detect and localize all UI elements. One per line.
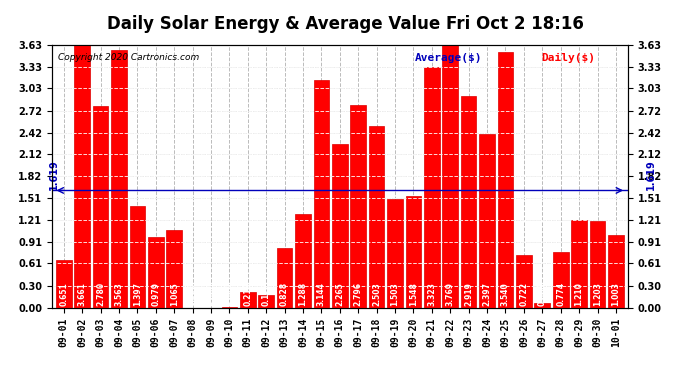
Text: 1.397: 1.397 [133,282,142,306]
Bar [516,255,532,308]
Bar [130,207,145,308]
Bar [424,67,440,308]
Text: Daily Solar Energy & Average Value Fri Oct 2 18:16: Daily Solar Energy & Average Value Fri O… [106,15,584,33]
Bar [277,248,293,308]
Text: 1.619: 1.619 [646,160,656,190]
Text: 1.503: 1.503 [391,283,400,306]
Bar [406,195,422,308]
Text: 3.661: 3.661 [77,282,87,306]
Text: 2.919: 2.919 [464,282,473,306]
Text: 0.000: 0.000 [188,282,197,306]
Text: 3.563: 3.563 [115,283,124,306]
Bar [75,43,90,308]
Text: 0.216: 0.216 [244,282,253,306]
Bar [240,292,255,308]
Text: 2.265: 2.265 [335,283,344,306]
Text: 1.065: 1.065 [170,283,179,306]
Text: Average($): Average($) [415,53,482,63]
Text: 0.979: 0.979 [151,282,160,306]
Text: 1.619: 1.619 [49,160,59,190]
Text: 0.774: 0.774 [556,282,565,306]
Bar [553,252,569,308]
Text: 2.397: 2.397 [482,282,491,306]
Text: 1.203: 1.203 [593,282,602,306]
Bar [497,51,513,308]
Text: 3.323: 3.323 [427,282,436,306]
Text: Copyright 2020 Cartronics.com: Copyright 2020 Cartronics.com [57,53,199,62]
Text: 2.796: 2.796 [354,282,363,306]
Bar [221,307,237,308]
Bar [442,35,458,308]
Bar [571,220,587,308]
Bar [608,235,624,308]
Text: 0.828: 0.828 [280,282,289,306]
Bar [295,214,310,308]
Bar [480,134,495,308]
Text: 0.722: 0.722 [520,282,529,306]
Text: 3.144: 3.144 [317,282,326,306]
Bar [148,237,164,308]
Text: 2.780: 2.780 [96,282,105,306]
Bar [369,126,384,308]
Text: 3.769: 3.769 [446,282,455,306]
Bar [590,220,605,308]
Bar [313,80,329,308]
Bar [387,199,403,308]
Text: 3.540: 3.540 [501,283,510,306]
Bar [332,144,348,308]
Text: 1.548: 1.548 [409,282,418,306]
Text: 0.063: 0.063 [538,282,546,306]
Text: 0.010: 0.010 [225,282,234,306]
Text: 2.503: 2.503 [372,283,381,306]
Text: 0.000: 0.000 [206,282,215,306]
Text: 1.210: 1.210 [575,282,584,306]
Bar [166,231,182,308]
Bar [461,96,477,308]
Text: Daily($): Daily($) [542,53,595,63]
Bar [111,50,127,308]
Bar [56,260,72,308]
Text: 1.288: 1.288 [299,282,308,306]
Bar [258,295,274,307]
Text: 1.003: 1.003 [611,282,620,306]
Bar [535,303,550,307]
Bar [351,105,366,308]
Text: 0.651: 0.651 [59,283,68,306]
Bar [92,106,108,308]
Text: 0.177: 0.177 [262,282,270,306]
